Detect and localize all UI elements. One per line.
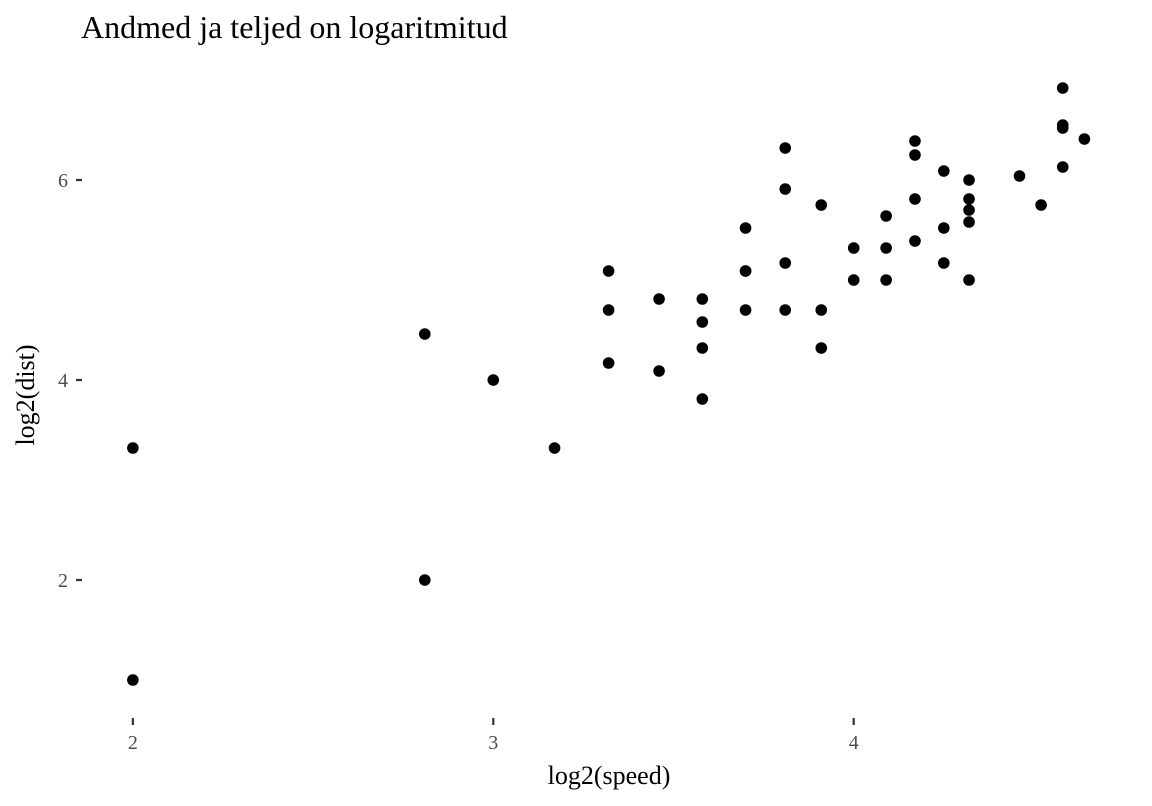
data-point [779,183,792,195]
data-point [938,165,950,177]
data-point [602,304,615,316]
data-point [1078,133,1091,145]
data-point [847,242,860,254]
data-point [938,222,950,234]
data-point [880,210,892,222]
data-point [739,304,752,316]
y-axis-title: log2(dist) [11,344,40,445]
data-point [653,293,665,305]
data-point [1013,170,1026,182]
data-point [963,204,975,216]
data-point [487,374,500,386]
data-point [653,365,665,377]
data-point [127,674,139,686]
x-tick-label: 4 [849,732,859,754]
y-tick-label: 2 [58,570,68,592]
data-point [127,442,139,454]
data-point [847,274,860,286]
data-point [1056,161,1069,173]
data-point [938,257,950,269]
data-point [909,135,921,147]
data-point [1056,82,1069,94]
data-point [909,193,921,205]
data-point [739,265,752,277]
data-point [909,235,921,247]
data-point [963,216,975,228]
data-point [696,316,709,328]
chart-title: Andmed ja teljed on logaritmitud [81,9,508,45]
data-point [1035,199,1047,211]
x-axis: 2 3 4 [128,718,859,754]
data-point [779,304,792,316]
data-points [127,82,1091,686]
data-point [418,328,431,340]
data-point [909,149,921,161]
x-tick-label: 3 [488,732,498,754]
data-point [815,199,828,211]
x-tick-label: 2 [128,732,138,754]
data-point [815,342,828,354]
data-point [696,342,709,354]
y-tick-label: 6 [58,170,68,192]
data-point [779,257,792,269]
data-point [696,293,709,305]
data-point [815,304,828,316]
y-tick-label: 4 [58,370,68,392]
data-point [880,274,892,286]
data-point [602,265,615,277]
data-point [963,274,975,286]
data-point [418,574,431,586]
data-point [963,193,975,205]
data-point [548,442,561,454]
data-point [739,222,752,234]
y-axis: 2 4 6 [58,170,82,592]
data-point [880,242,892,254]
x-axis-title: log2(speed) [548,761,671,790]
data-point [1056,119,1069,131]
data-point [696,393,709,405]
data-point [779,142,792,154]
data-point [602,357,615,369]
data-point [963,174,975,186]
